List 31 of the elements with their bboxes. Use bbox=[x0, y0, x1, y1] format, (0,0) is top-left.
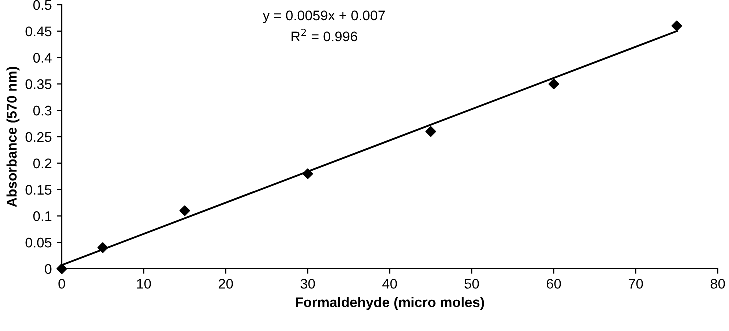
y-tick-label: 0.2 bbox=[34, 158, 52, 169]
x-tick-label: 0 bbox=[58, 279, 66, 289]
y-tick-label: 0.1 bbox=[34, 212, 52, 222]
x-axis-title: Formaldehyde (micro moles) bbox=[296, 297, 484, 310]
y-tick-label: 0.45 bbox=[26, 26, 52, 37]
point bbox=[98, 242, 108, 254]
annotation: R$^{2}$ = 0.996 bbox=[292, 28, 358, 42]
y-tick-label: 0.5 bbox=[34, 0, 52, 10]
point bbox=[56, 264, 68, 274]
point bbox=[672, 20, 682, 32]
y-tick-label: 0.3 bbox=[34, 106, 52, 116]
point bbox=[426, 126, 436, 138]
x-tick-label: 80 bbox=[710, 279, 726, 289]
point bbox=[548, 78, 560, 90]
x-tick-label: 20 bbox=[218, 279, 234, 289]
y-tick-label: 0.25 bbox=[26, 132, 52, 142]
y-axis-title: Absorbance (570 nm) bbox=[6, 67, 20, 208]
y-tick-label: 0.4 bbox=[34, 53, 52, 63]
y-tick-label: 0.05 bbox=[26, 238, 52, 248]
point bbox=[180, 206, 190, 216]
y-tick-label: 0.35 bbox=[26, 80, 52, 90]
point bbox=[302, 168, 314, 180]
y-tick-label: 0.15 bbox=[26, 185, 52, 195]
y-tick-label: 0 bbox=[45, 264, 52, 274]
annotation: y = 0.0059x + 0.007 bbox=[263, 10, 386, 24]
x-tick-label: 60 bbox=[546, 279, 562, 289]
x-tick-label: 30 bbox=[300, 279, 316, 289]
x-tick-label: 10 bbox=[137, 279, 152, 289]
x-tick-label: 70 bbox=[628, 279, 644, 289]
x-tick-label: 50 bbox=[464, 279, 480, 289]
x-tick-label: 40 bbox=[382, 279, 398, 289]
